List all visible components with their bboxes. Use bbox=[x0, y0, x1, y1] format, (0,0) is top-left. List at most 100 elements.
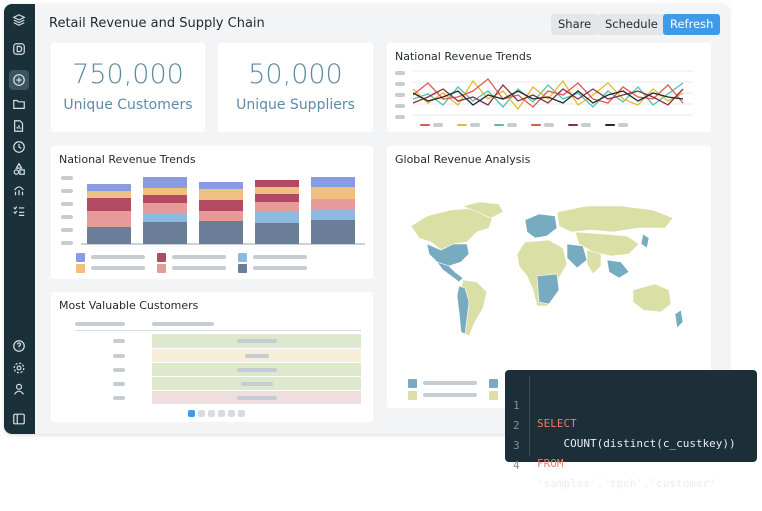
legend-label-placeholder bbox=[91, 255, 145, 259]
main-content: Retail Revenue and Supply Chain Share Sc… bbox=[35, 4, 729, 434]
panel-icon[interactable] bbox=[11, 411, 27, 427]
file-chart-icon[interactable] bbox=[11, 118, 27, 134]
bar-segment bbox=[87, 191, 131, 198]
map-region-canada bbox=[410, 207, 494, 251]
line-number: 3 bbox=[513, 439, 520, 452]
bar-segment bbox=[87, 227, 131, 244]
legend-swatch bbox=[238, 253, 247, 262]
legend-label-placeholder bbox=[253, 266, 307, 270]
sidebar bbox=[4, 4, 35, 434]
legend-swatch bbox=[420, 124, 430, 126]
layers-icon[interactable] bbox=[11, 12, 27, 28]
bar-segment bbox=[255, 187, 299, 194]
cell-placeholder bbox=[113, 368, 125, 372]
bar-segment bbox=[87, 198, 131, 211]
card-title: Global Revenue Analysis bbox=[395, 153, 531, 166]
customers-table-card[interactable]: Most Valuable Customers bbox=[51, 292, 373, 422]
line-number: 2 bbox=[513, 419, 520, 432]
shapes-icon[interactable] bbox=[11, 161, 27, 177]
bar-segment bbox=[311, 220, 355, 244]
bar-segment bbox=[311, 177, 355, 187]
cell-placeholder bbox=[113, 354, 125, 358]
kpi-label: Unique Suppliers bbox=[236, 97, 355, 113]
map-region-australia bbox=[632, 283, 672, 313]
cell-placeholder bbox=[245, 354, 269, 358]
column-header-placeholder bbox=[75, 322, 125, 326]
legend-label-placeholder bbox=[433, 123, 443, 127]
bar-segment bbox=[311, 209, 355, 220]
axis-label-placeholder bbox=[395, 104, 405, 108]
table-row[interactable] bbox=[75, 377, 361, 390]
page-title: Retail Revenue and Supply Chain bbox=[49, 16, 265, 31]
table-row[interactable] bbox=[75, 349, 361, 362]
pagination-dot-active[interactable] bbox=[188, 410, 195, 417]
bar-segment bbox=[87, 211, 131, 227]
pagination-dot[interactable] bbox=[228, 410, 235, 417]
axis-label-placeholder bbox=[61, 241, 73, 245]
refresh-button[interactable]: Refresh bbox=[663, 14, 721, 35]
legend-swatch bbox=[76, 253, 85, 262]
header-divider bbox=[75, 330, 361, 331]
clock-icon[interactable] bbox=[11, 139, 27, 155]
legend-swatch bbox=[457, 124, 467, 126]
legend-label-placeholder bbox=[91, 266, 145, 270]
bar-chart-card[interactable]: National Revenue Trends bbox=[51, 146, 373, 279]
cell-placeholder bbox=[237, 339, 277, 343]
map-region-india bbox=[586, 249, 602, 275]
pagination-dot[interactable] bbox=[208, 410, 215, 417]
cell-placeholder bbox=[241, 382, 273, 386]
column-header-placeholder bbox=[152, 322, 214, 326]
bar-segment bbox=[143, 177, 187, 188]
code-text: 'samples'.'tpch'.'customer' bbox=[537, 477, 716, 490]
legend-label-placeholder bbox=[253, 255, 307, 259]
bar-segment bbox=[255, 194, 299, 202]
world-map[interactable] bbox=[407, 198, 697, 348]
bar-segment bbox=[255, 223, 299, 244]
legend-swatch bbox=[157, 253, 166, 262]
share-button[interactable]: Share bbox=[551, 14, 599, 35]
series-line-yellow bbox=[413, 79, 684, 111]
axis-label-placeholder bbox=[395, 93, 405, 97]
line-number: 4 bbox=[513, 459, 520, 472]
plus-circle-icon[interactable] bbox=[9, 70, 29, 90]
kpi-card-customers[interactable]: 750,000 Unique Customers bbox=[51, 43, 205, 132]
settings-icon[interactable] bbox=[11, 360, 27, 376]
d-badge-icon[interactable] bbox=[11, 41, 27, 57]
legend-label-placeholder bbox=[172, 255, 226, 259]
map-region-russia bbox=[556, 205, 674, 233]
user-icon[interactable] bbox=[11, 381, 27, 397]
legend-swatch bbox=[76, 264, 85, 273]
cell-placeholder bbox=[237, 368, 277, 372]
bar-segment bbox=[311, 187, 355, 199]
table-row[interactable] bbox=[75, 334, 361, 348]
series-line-black bbox=[413, 90, 684, 106]
pagination-dot[interactable] bbox=[238, 410, 245, 417]
legend-swatch bbox=[605, 124, 615, 126]
folder-icon[interactable] bbox=[11, 96, 27, 112]
checklist-icon[interactable] bbox=[11, 203, 27, 219]
legend-swatch bbox=[408, 391, 417, 400]
code-text: SELECT bbox=[537, 417, 577, 430]
sql-code-panel[interactable]: 1 SELECT 2 COUNT(distinct(c_custkey)) 3 … bbox=[505, 370, 757, 490]
schedule-button[interactable]: Schedule bbox=[598, 14, 665, 35]
dashboard-window: Retail Revenue and Supply Chain Share Sc… bbox=[4, 4, 729, 434]
bar-segment bbox=[311, 199, 355, 209]
help-icon[interactable] bbox=[11, 338, 27, 354]
series-line-red bbox=[413, 78, 684, 108]
map-card[interactable]: Global Revenue Analysis bbox=[387, 146, 711, 408]
code-line: 3 FROM bbox=[505, 419, 757, 470]
kpi-value: 50,000 bbox=[248, 59, 343, 90]
table-row[interactable] bbox=[75, 363, 361, 376]
pagination-dot[interactable] bbox=[218, 410, 225, 417]
line-chart-card[interactable]: National Revenue Trends bbox=[387, 43, 711, 132]
kpi-card-suppliers[interactable]: 50,000 Unique Suppliers bbox=[218, 43, 373, 132]
network-icon[interactable] bbox=[11, 182, 27, 198]
legend-swatch bbox=[531, 124, 541, 126]
table-row[interactable] bbox=[75, 391, 361, 404]
series-line-maroon bbox=[413, 83, 684, 106]
map-region-japan bbox=[640, 233, 650, 249]
legend-label-placeholder bbox=[544, 123, 554, 127]
kpi-value: 750,000 bbox=[72, 59, 184, 90]
card-title: National Revenue Trends bbox=[395, 50, 532, 63]
pagination-dot[interactable] bbox=[198, 410, 205, 417]
